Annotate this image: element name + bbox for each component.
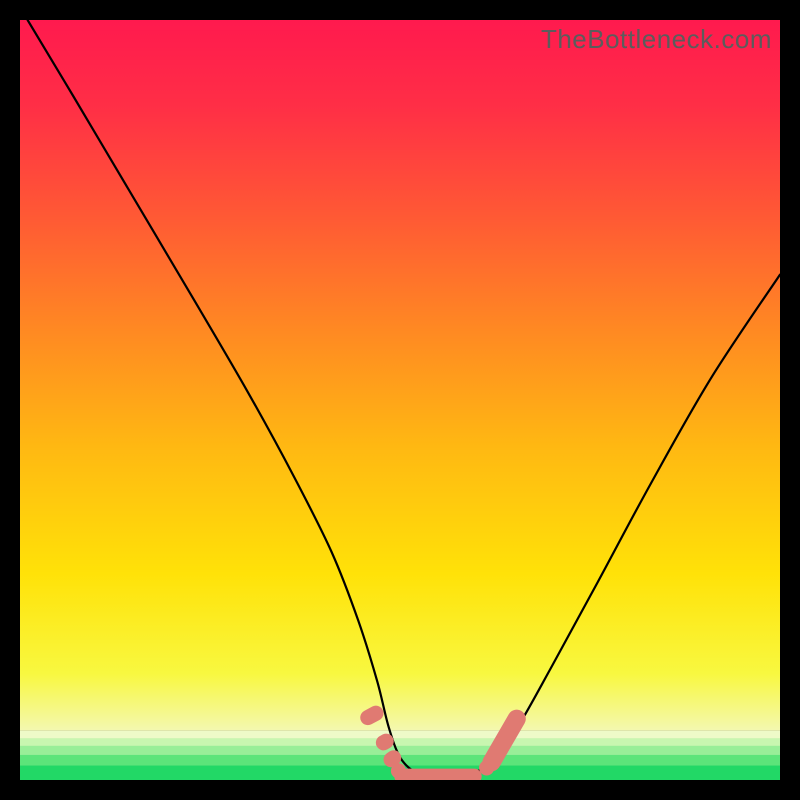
outer-frame: TheBottleneck.com xyxy=(0,0,800,800)
plot-area: TheBottleneck.com xyxy=(20,20,780,780)
watermark-text: TheBottleneck.com xyxy=(541,24,772,55)
sweet-spot-markers xyxy=(20,20,780,780)
